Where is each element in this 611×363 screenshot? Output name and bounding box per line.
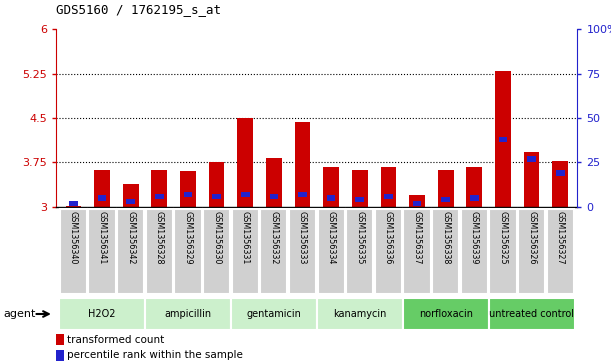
- Text: norfloxacin: norfloxacin: [419, 309, 473, 319]
- Bar: [180, 171, 196, 207]
- Bar: [69, 201, 78, 206]
- Bar: [155, 193, 164, 199]
- FancyBboxPatch shape: [547, 209, 574, 294]
- Bar: [184, 192, 192, 197]
- FancyBboxPatch shape: [489, 209, 516, 294]
- FancyBboxPatch shape: [461, 209, 488, 294]
- Text: transformed count: transformed count: [67, 335, 164, 345]
- Bar: [466, 167, 482, 207]
- Bar: [123, 184, 139, 207]
- Text: GSM1356325: GSM1356325: [499, 211, 508, 265]
- Text: GSM1356329: GSM1356329: [183, 211, 192, 265]
- Text: agent: agent: [3, 309, 35, 319]
- Bar: [356, 197, 364, 203]
- Text: GSM1356341: GSM1356341: [98, 211, 106, 265]
- Bar: [556, 171, 565, 176]
- Bar: [327, 195, 335, 201]
- Bar: [323, 167, 339, 207]
- FancyBboxPatch shape: [117, 209, 144, 294]
- FancyBboxPatch shape: [89, 209, 115, 294]
- Text: untreated control: untreated control: [489, 309, 574, 319]
- Bar: [495, 70, 511, 207]
- Text: ampicillin: ampicillin: [164, 309, 211, 319]
- FancyBboxPatch shape: [145, 298, 231, 330]
- FancyBboxPatch shape: [375, 209, 402, 294]
- Text: kanamycin: kanamycin: [333, 309, 386, 319]
- Bar: [237, 118, 253, 207]
- FancyBboxPatch shape: [232, 209, 259, 294]
- Bar: [499, 136, 507, 142]
- Bar: [381, 167, 397, 207]
- Bar: [295, 122, 310, 207]
- Bar: [412, 201, 422, 206]
- FancyBboxPatch shape: [289, 209, 316, 294]
- Text: GSM1356332: GSM1356332: [269, 211, 279, 265]
- Bar: [441, 197, 450, 203]
- Text: GSM1356333: GSM1356333: [298, 211, 307, 265]
- Text: GSM1356339: GSM1356339: [470, 211, 479, 265]
- Bar: [241, 192, 249, 197]
- Bar: [298, 192, 307, 197]
- Bar: [94, 170, 110, 207]
- Text: gentamicin: gentamicin: [246, 309, 301, 319]
- FancyBboxPatch shape: [489, 298, 574, 330]
- Text: GSM1356337: GSM1356337: [412, 211, 422, 265]
- Bar: [209, 162, 224, 207]
- Text: GDS5160 / 1762195_s_at: GDS5160 / 1762195_s_at: [56, 3, 221, 16]
- Text: GSM1356328: GSM1356328: [155, 211, 164, 265]
- Text: GSM1356342: GSM1356342: [126, 211, 135, 265]
- FancyBboxPatch shape: [59, 298, 145, 330]
- Text: GSM1356326: GSM1356326: [527, 211, 536, 265]
- Text: GSM1356338: GSM1356338: [441, 211, 450, 265]
- FancyBboxPatch shape: [316, 298, 403, 330]
- Bar: [527, 156, 536, 162]
- Bar: [56, 334, 64, 345]
- Bar: [438, 170, 453, 207]
- Bar: [266, 158, 282, 207]
- Text: GSM1356340: GSM1356340: [69, 211, 78, 265]
- Bar: [65, 206, 81, 207]
- Bar: [126, 199, 135, 204]
- FancyBboxPatch shape: [432, 209, 459, 294]
- Bar: [524, 152, 540, 207]
- Text: GSM1356330: GSM1356330: [212, 211, 221, 265]
- Bar: [152, 170, 167, 207]
- FancyBboxPatch shape: [518, 209, 545, 294]
- FancyBboxPatch shape: [203, 209, 230, 294]
- FancyBboxPatch shape: [174, 209, 202, 294]
- Bar: [470, 195, 478, 201]
- Text: H2O2: H2O2: [88, 309, 115, 319]
- Bar: [552, 161, 568, 207]
- Text: GSM1356336: GSM1356336: [384, 211, 393, 265]
- FancyBboxPatch shape: [260, 209, 287, 294]
- Text: percentile rank within the sample: percentile rank within the sample: [67, 350, 243, 360]
- FancyBboxPatch shape: [60, 209, 87, 294]
- Bar: [212, 193, 221, 199]
- FancyBboxPatch shape: [231, 298, 316, 330]
- Bar: [384, 193, 393, 199]
- Bar: [269, 193, 278, 199]
- Bar: [56, 350, 64, 360]
- Bar: [409, 195, 425, 207]
- Text: GSM1356334: GSM1356334: [327, 211, 335, 265]
- FancyBboxPatch shape: [403, 298, 489, 330]
- Bar: [352, 170, 368, 207]
- FancyBboxPatch shape: [403, 209, 431, 294]
- Text: GSM1356335: GSM1356335: [355, 211, 364, 265]
- Bar: [98, 195, 106, 201]
- FancyBboxPatch shape: [318, 209, 345, 294]
- Text: GSM1356327: GSM1356327: [556, 211, 565, 265]
- Text: GSM1356331: GSM1356331: [241, 211, 250, 265]
- FancyBboxPatch shape: [145, 209, 173, 294]
- FancyBboxPatch shape: [346, 209, 373, 294]
